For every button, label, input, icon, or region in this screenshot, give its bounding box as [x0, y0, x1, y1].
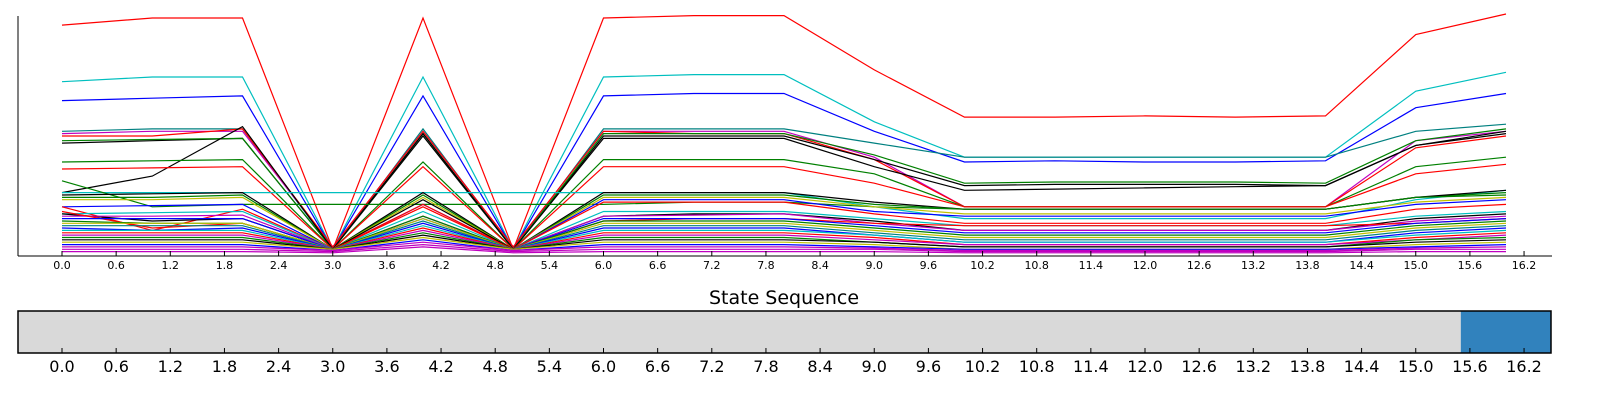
state-x-tick-label-25: 15.0: [1398, 357, 1434, 376]
state-x-tick-label-16: 9.6: [916, 357, 941, 376]
line-x-tick-label-27: 16.2: [1512, 259, 1537, 272]
line-series-group: [61, 13, 1507, 254]
line-x-tick-label-2: 1.2: [162, 259, 180, 272]
state-x-tick-label-0: 0.0: [49, 357, 74, 376]
state-sequence-title: State Sequence: [709, 287, 859, 309]
series-line-7: [61, 128, 1507, 251]
state-x-tick-label-27: 16.2: [1506, 357, 1542, 376]
state-segment-1: [1460, 311, 1551, 353]
line-x-tick-label-18: 10.8: [1024, 259, 1049, 272]
state-x-tick-label-12: 7.2: [699, 357, 724, 376]
line-x-tick-label-24: 14.4: [1349, 259, 1374, 272]
series-line-29: [62, 229, 1507, 250]
line-x-tick-label-3: 1.8: [216, 259, 234, 272]
series-line-15: [62, 196, 1507, 250]
state-x-tick-label-5: 3.0: [320, 357, 345, 376]
series-line-6: [61, 133, 1507, 251]
line-x-tick-label-25: 15.0: [1404, 259, 1429, 272]
line-x-tick-label-4: 2.4: [270, 259, 288, 272]
line-x-tick-label-16: 9.6: [920, 259, 938, 272]
state-x-tick-label-21: 12.6: [1181, 357, 1217, 376]
line-x-tick-label-17: 10.2: [970, 259, 995, 272]
line-x-ticks: 0.0 0.6 1.2 1.8 2.4 3.0 3.6 4.2 4.8 5.4 6.0 6.6 7.2 7…: [53, 251, 1536, 272]
state-x-tick-label-22: 13.2: [1235, 357, 1271, 376]
series-line-17: [61, 201, 1507, 250]
line-x-tick-label-5: 3.0: [324, 259, 342, 272]
line-x-tick-label-15: 9.0: [866, 259, 884, 272]
line-x-tick-label-14: 8.4: [811, 259, 829, 272]
line-x-tick-label-13: 7.8: [757, 259, 775, 272]
line-x-tick-label-9: 5.4: [541, 259, 559, 272]
state-x-tick-label-15: 9.0: [862, 357, 887, 376]
line-x-tick-label-22: 13.2: [1241, 259, 1266, 272]
state-sequence-chart: State Sequence 0.0 0.6 1.2 1.8 2.4 3.0 3.6 4.2 4…: [17, 287, 1552, 376]
series-line-34: [62, 241, 1507, 252]
line-x-tick-label-1: 0.6: [107, 259, 125, 272]
line-x-tick-label-21: 12.6: [1187, 259, 1212, 272]
series-line-24: [62, 217, 1507, 250]
series-line-22: [62, 217, 1507, 250]
state-x-tick-label-6: 3.6: [374, 357, 399, 376]
state-x-tick-label-11: 6.6: [645, 357, 670, 376]
state-segment-0: [18, 311, 1461, 353]
series-line-36: [62, 246, 1506, 254]
line-x-tick-label-7: 4.2: [432, 259, 450, 272]
state-x-ticks: 0.0 0.6 1.2 1.8 2.4 3.0 3.6 4.2 4.8 5.4 6.0 6.6 7.2 7…: [49, 348, 1542, 376]
state-x-tick-label-10: 6.0: [591, 357, 616, 376]
line-x-tick-label-12: 7.2: [703, 259, 721, 272]
state-x-tick-label-9: 5.4: [537, 357, 562, 376]
line-x-tick-label-8: 4.8: [486, 259, 504, 272]
line-x-tick-label-11: 6.6: [649, 259, 667, 272]
state-x-tick-label-1: 0.6: [103, 357, 128, 376]
state-x-tick-label-2: 1.2: [158, 357, 183, 376]
state-x-tick-label-26: 15.6: [1452, 357, 1488, 376]
series-line-2: [61, 92, 1507, 251]
state-segments-group: [18, 311, 1551, 353]
series-line-35: [62, 243, 1506, 253]
series-line-25: [62, 220, 1507, 250]
state-x-tick-label-19: 11.4: [1073, 357, 1109, 376]
series-line-31: [62, 234, 1507, 250]
series-line-16: [61, 199, 1507, 250]
state-x-tick-label-7: 4.2: [428, 357, 453, 376]
line-chart: 0.0 0.6 1.2 1.8 2.4 3.0 3.6 4.2 4.8 5.4 6.0 6.6 7.2 7…: [17, 13, 1552, 272]
state-x-tick-label-23: 13.8: [1290, 357, 1326, 376]
state-x-tick-label-18: 10.8: [1019, 357, 1055, 376]
state-x-tick-label-4: 2.4: [266, 357, 291, 376]
line-x-tick-label-0: 0.0: [53, 259, 71, 272]
state-x-tick-label-20: 12.0: [1127, 357, 1163, 376]
line-x-tick-label-6: 3.6: [378, 259, 396, 272]
line-x-tick-label-10: 6.0: [595, 259, 613, 272]
series-line-8: [61, 125, 1507, 251]
series-line-0: [61, 13, 1507, 251]
series-line-4: [61, 130, 1507, 248]
line-x-tick-label-26: 15.6: [1458, 259, 1483, 272]
series-line-27: [62, 225, 1507, 250]
series-line-10: [61, 163, 1507, 251]
line-x-tick-label-20: 12.0: [1133, 259, 1158, 272]
series-line-14: [62, 194, 1507, 251]
series-line-33: [62, 239, 1507, 252]
state-x-tick-label-24: 14.4: [1344, 357, 1380, 376]
state-x-tick-label-14: 8.4: [807, 357, 832, 376]
state-x-tick-label-3: 1.8: [212, 357, 237, 376]
state-x-tick-label-13: 7.8: [753, 357, 778, 376]
state-x-tick-label-8: 4.8: [482, 357, 507, 376]
state-strip-frame: [17, 310, 1552, 354]
state-x-tick-label-17: 10.2: [965, 357, 1001, 376]
line-x-tick-label-19: 11.4: [1079, 259, 1104, 272]
line-x-tick-label-23: 13.8: [1295, 259, 1320, 272]
series-line-20: [62, 213, 1507, 250]
